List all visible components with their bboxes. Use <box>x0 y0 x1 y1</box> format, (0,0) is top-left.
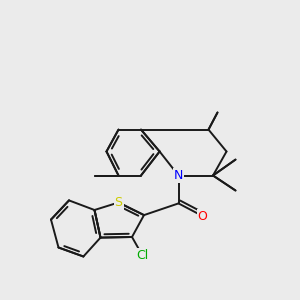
Text: N: N <box>174 169 183 182</box>
Text: O: O <box>198 209 207 223</box>
Text: S: S <box>115 196 122 209</box>
Text: Cl: Cl <box>136 249 148 262</box>
